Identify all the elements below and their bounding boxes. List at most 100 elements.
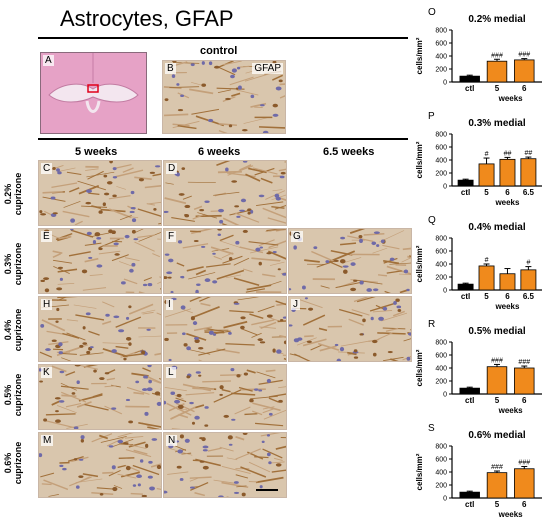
chart-p: P 0.3% medial 0 200 400 600 800 cells/mm² ctl #5 #… — [415, 111, 542, 207]
y-axis-label: cells/mm² — [415, 37, 424, 74]
y-tick-label: 800 — [435, 444, 447, 451]
control-panel: B GFAP — [162, 60, 286, 134]
y-axis-label: cells/mm² — [415, 453, 424, 490]
chart-title: 0.2% medial — [468, 14, 525, 25]
x-tick-label: ctl — [465, 500, 474, 509]
x-tick-label: 6 — [522, 500, 527, 509]
x-axis-label: weeks — [498, 94, 524, 103]
chart-r: R 0.5% medial 0 200 400 600 800 cells/mm² ctl ###… — [415, 319, 542, 415]
chart-title: 0.6% medial — [468, 430, 525, 441]
column-header-6-5-weeks: 6.5 weeks — [323, 146, 375, 158]
bar-5 — [486, 366, 508, 395]
y-tick-label: 0 — [443, 184, 447, 191]
y-tick-label: 400 — [435, 262, 447, 269]
column-header-5-weeks: 5 weeks — [75, 146, 118, 158]
y-tick-label: 400 — [435, 158, 447, 165]
row-label-0-5: 0.5% cuprizone — [3, 373, 23, 417]
bar-ctl — [459, 491, 480, 499]
bar-6 — [514, 367, 535, 395]
y-tick-label: 200 — [435, 275, 447, 282]
bar-5 — [478, 163, 495, 187]
y-tick-label: 600 — [435, 41, 447, 48]
micrograph-texture — [163, 61, 285, 133]
y-tick-label: 0 — [443, 496, 447, 503]
micrograph-j: J — [288, 296, 412, 362]
x-axis-label: weeks — [494, 198, 520, 207]
significance-label: ### — [518, 359, 530, 366]
micrograph-texture — [39, 365, 161, 429]
chart-s: S 0.6% medial 0 200 400 600 800 cells/mm² ctl ###… — [415, 423, 542, 519]
significance-label: # — [485, 151, 489, 158]
chart-o: O 0.2% medial 0 200 400 600 800 cells/mm² ctl ###… — [415, 7, 542, 103]
y-tick-label: 0 — [443, 392, 447, 399]
x-tick-label: ctl — [465, 396, 474, 405]
section-rule — [38, 138, 408, 140]
control-label: control — [200, 45, 238, 57]
significance-label: ### — [518, 52, 530, 59]
bar-5 — [478, 265, 495, 291]
x-tick-label: ctl — [461, 292, 470, 301]
micrograph-e: E — [38, 228, 162, 294]
micrograph-g: G — [288, 228, 412, 294]
x-axis-label: weeks — [498, 406, 524, 415]
y-tick-label: 800 — [435, 340, 447, 347]
bar-6.5 — [520, 158, 537, 187]
y-axis-label: cells/mm² — [415, 245, 424, 282]
x-tick-label: ctl — [461, 188, 470, 197]
micrograph-texture — [39, 297, 161, 361]
y-tick-label: 600 — [435, 145, 447, 152]
bar-6.5 — [520, 269, 537, 291]
significance-label: # — [485, 257, 489, 264]
bar-6 — [514, 468, 535, 499]
x-tick-label: 6.5 — [523, 188, 535, 197]
x-tick-label: 6 — [505, 292, 510, 301]
x-tick-label: 5 — [495, 500, 500, 509]
panel-letter-a: A — [43, 55, 54, 66]
chart-letter: R — [428, 319, 435, 330]
y-tick-label: 0 — [443, 80, 447, 87]
row-label-0-6: 0.6% cuprizone — [3, 441, 23, 485]
y-axis-label: cells/mm² — [415, 141, 424, 178]
panel-letter-b: B — [165, 63, 176, 74]
x-tick-label: 6.5 — [523, 292, 535, 301]
x-axis-label: weeks — [498, 510, 524, 519]
y-tick-label: 0 — [443, 288, 447, 295]
chart-letter: O — [428, 7, 436, 18]
micrograph-texture — [39, 161, 161, 225]
bar-5 — [486, 60, 508, 83]
bar-6 — [499, 158, 516, 187]
significance-label: ### — [491, 357, 503, 364]
chart-letter: S — [428, 423, 435, 434]
row-label-0-4: 0.4% cuprizone — [3, 308, 23, 352]
significance-label: ### — [491, 464, 503, 471]
atlas-drawing — [41, 53, 146, 133]
micrograph-texture — [164, 433, 286, 497]
bar-6 — [499, 273, 516, 291]
chart-q: Q 0.4% medial 0 200 400 600 800 cells/mm² ctl #5 6… — [415, 215, 542, 311]
y-tick-label: 600 — [435, 457, 447, 464]
y-tick-label: 600 — [435, 353, 447, 360]
x-tick-label: 5 — [495, 84, 500, 93]
x-tick-label: 5 — [484, 292, 489, 301]
y-tick-label: 200 — [435, 67, 447, 74]
significance-label: ### — [491, 52, 503, 59]
micrograph-d: D — [163, 160, 287, 226]
y-tick-label: 400 — [435, 54, 447, 61]
x-axis-label: weeks — [494, 302, 520, 311]
significance-label: # — [526, 260, 530, 267]
y-tick-label: 200 — [435, 379, 447, 386]
x-tick-label: 6 — [505, 188, 510, 197]
micrograph-texture — [39, 433, 161, 497]
y-tick-label: 800 — [435, 236, 447, 243]
x-tick-label: 5 — [484, 188, 489, 197]
bar-5 — [486, 472, 508, 499]
micrograph-texture — [289, 229, 411, 293]
title-rule — [38, 37, 408, 39]
row-label-0-2: 0.2% cuprizone — [3, 172, 23, 216]
chart-title: 0.3% medial — [468, 118, 525, 129]
scale-bar — [256, 489, 278, 491]
micrograph-texture — [289, 297, 411, 361]
micrograph-n: N — [163, 432, 287, 498]
micrograph-k: K — [38, 364, 162, 430]
significance-label: ## — [504, 150, 512, 157]
